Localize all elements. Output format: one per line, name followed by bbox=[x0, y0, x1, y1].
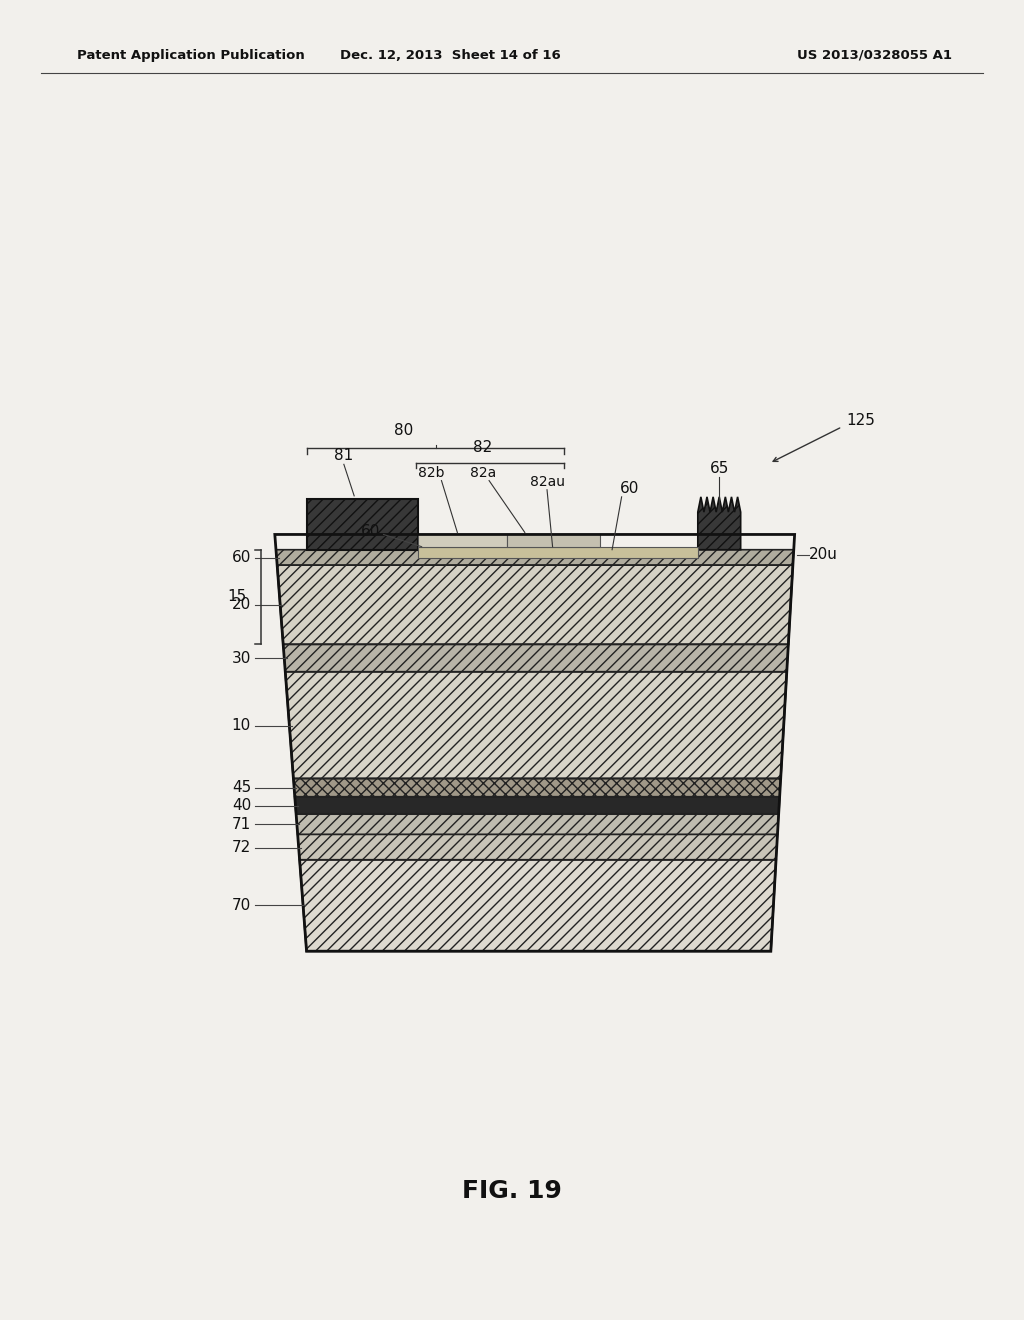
Polygon shape bbox=[298, 834, 777, 859]
Text: 125: 125 bbox=[846, 413, 876, 428]
Text: 82: 82 bbox=[473, 440, 492, 455]
Text: 20: 20 bbox=[231, 597, 251, 612]
Bar bbox=[418, 535, 507, 546]
Polygon shape bbox=[276, 549, 794, 565]
Polygon shape bbox=[300, 859, 776, 952]
Polygon shape bbox=[295, 797, 779, 814]
Text: Patent Application Publication: Patent Application Publication bbox=[77, 49, 304, 62]
Text: 45: 45 bbox=[231, 780, 251, 795]
Text: 82b: 82b bbox=[418, 466, 444, 479]
Text: 40: 40 bbox=[231, 799, 251, 813]
Text: 60: 60 bbox=[620, 480, 639, 496]
Text: Dec. 12, 2013  Sheet 14 of 16: Dec. 12, 2013 Sheet 14 of 16 bbox=[340, 49, 561, 62]
Text: 70: 70 bbox=[231, 898, 251, 913]
Polygon shape bbox=[697, 496, 740, 549]
Polygon shape bbox=[284, 644, 788, 672]
Text: 60: 60 bbox=[361, 524, 380, 539]
Text: 72: 72 bbox=[231, 840, 251, 855]
Text: 10: 10 bbox=[231, 718, 251, 733]
Bar bbox=[306, 499, 418, 549]
Polygon shape bbox=[294, 779, 780, 797]
Polygon shape bbox=[296, 814, 778, 834]
Text: 71: 71 bbox=[231, 817, 251, 832]
Text: 30: 30 bbox=[231, 651, 251, 667]
Text: 65: 65 bbox=[710, 461, 729, 475]
Bar bbox=[507, 535, 600, 546]
Text: 82a: 82a bbox=[470, 466, 497, 479]
Text: 60: 60 bbox=[231, 550, 251, 565]
Text: FIG. 19: FIG. 19 bbox=[462, 1179, 562, 1203]
Text: 82au: 82au bbox=[529, 475, 564, 488]
Text: 20u: 20u bbox=[809, 548, 838, 562]
Text: 80: 80 bbox=[394, 422, 414, 438]
Polygon shape bbox=[286, 672, 786, 779]
Text: 81: 81 bbox=[334, 449, 353, 463]
Text: 15: 15 bbox=[227, 590, 247, 605]
Text: US 2013/0328055 A1: US 2013/0328055 A1 bbox=[798, 49, 952, 62]
Bar bbox=[418, 546, 697, 558]
Polygon shape bbox=[278, 565, 793, 644]
